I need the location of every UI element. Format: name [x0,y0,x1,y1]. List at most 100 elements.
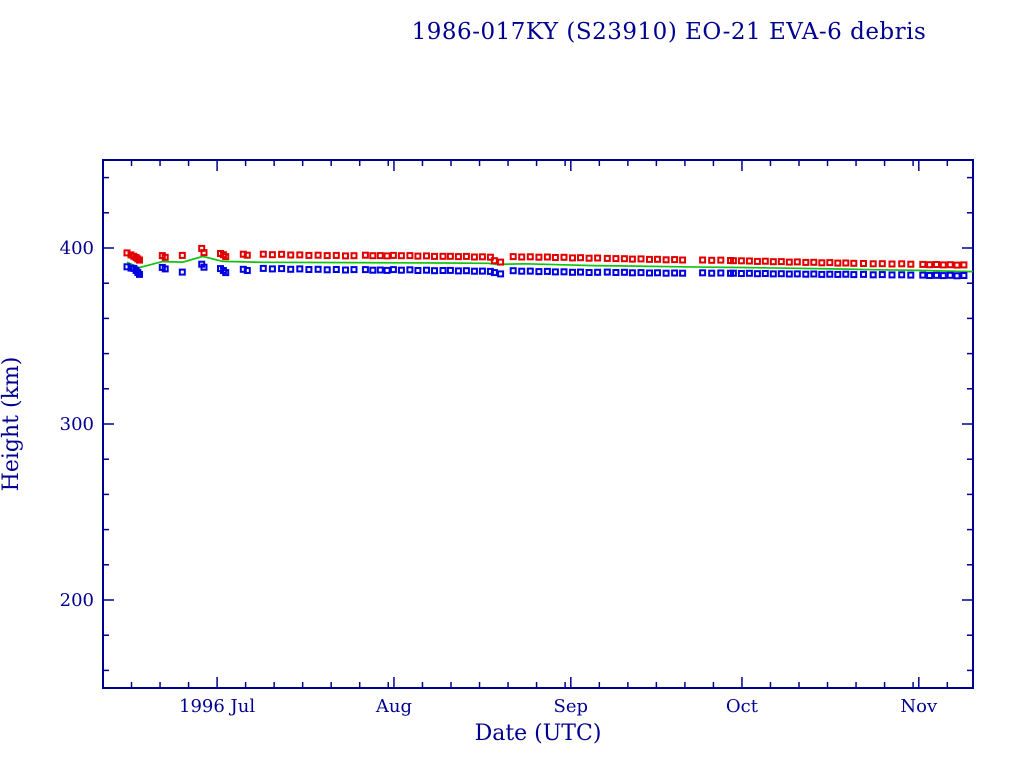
apogee-point [136,256,143,264]
perigee-point [662,269,670,277]
perigee-point [898,271,906,279]
y-tick-label: 400 [60,238,94,259]
apogee-point [454,253,462,261]
apogee-point [898,260,906,268]
apogee-point [818,259,826,267]
perigee-point [222,269,230,277]
apogee-point [569,254,576,262]
y-axis-label: Height (km) [0,357,24,492]
perigee-point [369,266,377,274]
apogee-point [518,253,526,261]
perigee-point [907,271,915,279]
x-tick-label: 1996 Jul [179,696,255,717]
apogee-point [577,254,584,262]
perigee-point [612,269,620,276]
perigee-point [646,269,653,277]
perigee-point [259,264,267,272]
apogee-point [296,251,304,259]
perigee-point [278,265,286,273]
apogee-point [222,253,230,261]
perigee-point [446,266,454,274]
apogee-point [161,253,169,261]
perigee-point [518,267,526,275]
apogee-point [414,252,422,260]
apogee-point [878,260,886,268]
apogee-point [439,252,447,260]
plot-frame [102,159,974,689]
apogee-point [869,260,877,268]
perigee-point [769,270,777,278]
apogee-point [478,253,486,261]
perigee-point [305,266,313,273]
perigee-point [717,269,725,277]
perigee-point [414,267,422,274]
y-tick-label: 300 [60,414,94,435]
perigee-point [200,263,208,271]
perigee-point [745,269,753,277]
perigee-point [350,266,358,274]
apogee-point [785,258,793,266]
perigee-point [161,265,169,273]
mean-height-line [126,255,974,273]
apogee-point [526,253,534,261]
chart-title: 1986-017KY (S23910) EO-21 EVA-6 debris [412,19,927,45]
apogee-point [376,252,384,260]
x-tick-label: Oct [726,696,759,717]
perigee-point [243,267,251,274]
apogee-point [842,259,850,267]
apogee-point [259,250,267,258]
perigee-point [543,267,551,275]
apogee-point [637,255,645,263]
apogee-point [397,252,405,260]
apogee-point [332,251,340,259]
apogee-point [243,251,251,259]
apogee-point [860,260,867,267]
perigee-point [654,269,661,277]
apogee-point [462,252,470,260]
perigee-point [287,265,295,273]
perigee-point [761,270,769,277]
apogee-point [654,255,661,263]
apogee-point [497,258,505,266]
x-tick-labels: 1996 Jul Aug Sep Oct Nov [179,696,938,717]
perigee-point [802,270,810,278]
perigee-point [470,267,478,275]
apogee-point [793,258,801,266]
perigee-point [603,268,611,276]
apogee-point [446,252,454,260]
apogee-point [431,252,438,260]
perigee-point [620,268,628,276]
perigee-point [919,271,927,279]
apogee-point [509,253,517,261]
perigee-point [708,269,716,277]
perigee-point [842,270,850,278]
perigee-point [585,269,593,276]
x-tick-label: Aug [375,696,412,717]
apogee-point [278,250,286,258]
apogee-point [603,254,611,262]
apogee-point [342,252,349,260]
perigee-point [439,267,447,274]
perigee-point [136,270,143,278]
perigee-point [594,268,602,276]
perigee-point [850,271,858,279]
perigee-point [560,268,568,276]
apogee-point [850,259,858,267]
apogee-point [406,252,414,260]
perigee-point [878,271,886,279]
x-tick-label: Nov [900,696,938,717]
apogee-point [671,256,679,264]
apogee-point [834,259,842,267]
apogee-point [490,257,498,265]
perigee-point [679,269,687,277]
perigee-point [423,266,430,274]
x-axis-label: Date (UTC) [475,721,602,746]
perigee-point [497,270,505,278]
apogee-point [560,253,568,261]
perigee-point [810,270,818,278]
perigee-point [946,271,954,279]
perigee-point [785,270,793,278]
apogee-point [753,257,761,265]
apogee-point [535,253,543,261]
apogee-point [551,254,559,261]
